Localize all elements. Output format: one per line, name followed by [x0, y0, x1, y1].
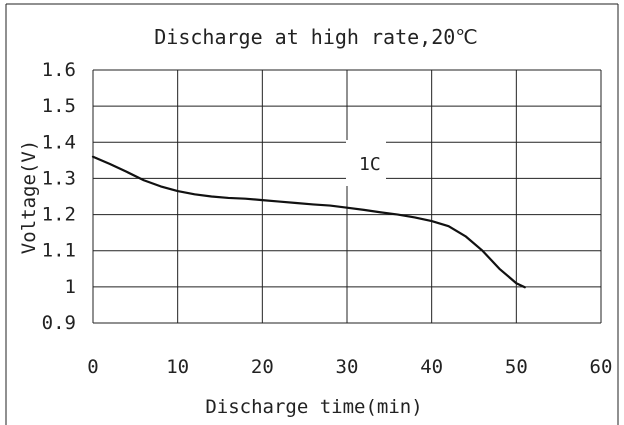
x-tick-label: 40: [420, 356, 443, 378]
discharge-curve: [91, 155, 526, 289]
y-tick-label: 1.1: [42, 240, 76, 262]
chart-title: Discharge at high rate,20℃: [154, 25, 478, 49]
y-tick-label: 1.3: [42, 167, 76, 189]
x-tick-label: 60: [590, 356, 613, 378]
y-tick-label: 1.4: [42, 131, 76, 153]
y-tick-label: 0.9: [42, 312, 76, 334]
x-tick-label: 50: [505, 356, 528, 378]
y-axis-tick-labels: 1.6 1.5 1.4 1.3 1.2 1.1 1 0.9: [42, 59, 76, 334]
x-tick-label: 10: [166, 356, 189, 378]
curve-annotation: 1C: [359, 154, 381, 175]
y-tick-label: 1.6: [42, 59, 76, 81]
x-axis-label: Discharge time(min): [205, 396, 422, 418]
x-tick-label: 20: [251, 356, 274, 378]
y-tick-label: 1.5: [42, 95, 76, 117]
x-tick-label: 0: [87, 356, 98, 378]
annotation-background: [346, 140, 386, 186]
x-tick-label: 30: [336, 356, 359, 378]
y-tick-label: 1: [65, 276, 76, 298]
y-tick-label: 1.2: [42, 204, 76, 226]
y-axis-label: Voltage(V): [18, 140, 40, 254]
x-axis-tick-labels: 0 10 20 30 40 50 60: [87, 356, 612, 378]
